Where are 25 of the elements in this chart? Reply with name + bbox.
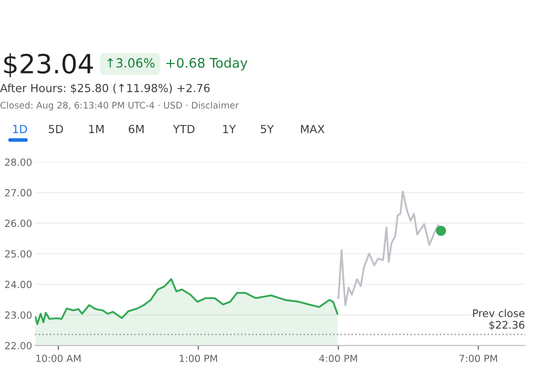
text: Closed: Aug 28, 6:13:40 PM UTC-4 · USD · Disclaimer — [0, 102, 239, 110]
x-tick-label: 7:00 PM — [460, 354, 497, 362]
y-tick-label: 24.00 — [5, 280, 32, 288]
text: 1M — [89, 124, 104, 134]
y-tick-label: 27.00 — [5, 189, 32, 196]
text: 5Y — [260, 124, 274, 134]
text: YTD — [172, 124, 194, 134]
ref-line-label: Prev close $22.36 — [473, 309, 524, 330]
x-tick-label: 4:00 PM — [319, 354, 357, 362]
y-tick-label: 22.00 — [5, 342, 32, 350]
y-tick-label: 25.00 — [5, 250, 32, 258]
y-tick-label: 28.00 — [5, 158, 32, 166]
y-tick-label: 23.00 — [5, 311, 32, 319]
y-tick-label: 26.00 — [5, 220, 32, 227]
text: +0.68 Today — [166, 58, 248, 70]
text: ↑3.06% — [108, 58, 154, 68]
x-tick-label: 10:00 AM — [36, 354, 80, 362]
text: 1D — [13, 124, 27, 134]
text: After Hours: $25.80 (↑11.98%) +2.76 — [0, 84, 210, 94]
text: $23.04 — [4, 53, 93, 78]
text: 1Y — [223, 124, 236, 134]
text: MAX — [301, 124, 324, 134]
x-tick-label: 1:00 PM — [180, 354, 217, 362]
text: 6M — [128, 124, 144, 134]
text: 5D — [48, 124, 63, 134]
